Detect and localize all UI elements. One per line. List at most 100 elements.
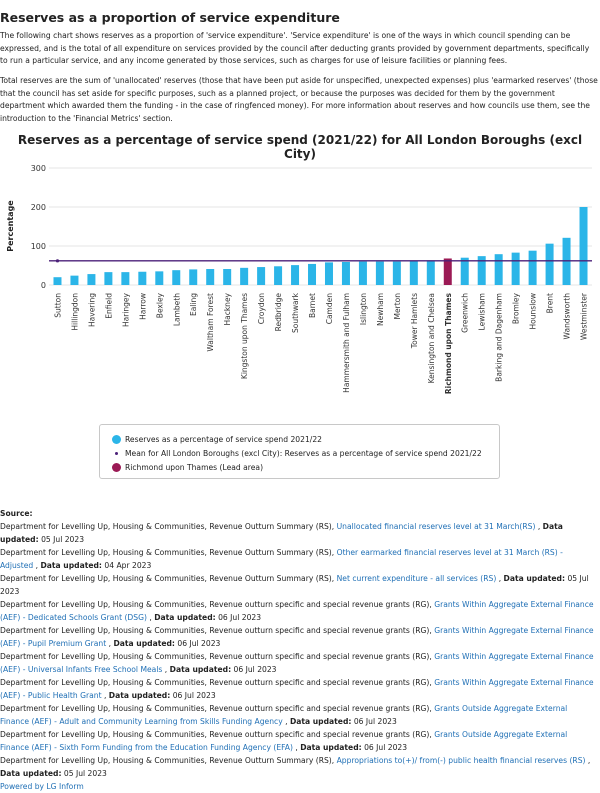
source-prefix: Department for Levelling Up, Housing & C… (0, 678, 435, 687)
bar[interactable] (104, 272, 113, 285)
source-link[interactable]: Net current expenditure - all services (… (336, 574, 497, 583)
bar[interactable] (392, 261, 401, 285)
bar[interactable] (70, 275, 79, 285)
bar[interactable] (494, 254, 503, 285)
source-separator: , (101, 691, 109, 700)
bar[interactable] (223, 269, 232, 285)
powered-by-link[interactable]: Powered by LG Inform (0, 782, 84, 791)
x-category-label: Haringey (121, 292, 130, 327)
source-link[interactable]: Grants Within Aggregate External Finance… (0, 626, 594, 648)
source-link[interactable]: Unallocated financial reserves level at … (336, 522, 536, 531)
bar[interactable] (206, 269, 215, 285)
x-category-label: Havering (87, 293, 96, 327)
x-category-label: Barnet (308, 293, 317, 318)
source-separator: , (106, 639, 114, 648)
source-updated-label: Data updated: (289, 717, 352, 726)
x-category-label: Greenwich (461, 293, 470, 333)
source-separator: , (496, 574, 504, 583)
source-item: Department for Levelling Up, Housing & C… (0, 650, 598, 676)
bar[interactable] (121, 272, 130, 285)
source-link[interactable]: Grants Within Aggregate External Finance… (0, 600, 594, 622)
legend-item-series[interactable]: Reserves as a percentage of service spen… (109, 432, 499, 446)
legend-item-mean[interactable]: Mean for All London Boroughs (excl City)… (109, 446, 499, 460)
bar[interactable] (358, 261, 367, 285)
source-item: Department for Levelling Up, Housing & C… (0, 624, 598, 650)
section-title: Reserves as a proportion of service expe… (0, 10, 340, 25)
legend-series-label: Reserves as a percentage of service spen… (125, 434, 323, 444)
x-category-label: Islington (359, 293, 368, 325)
source-separator: , (282, 717, 290, 726)
source-link[interactable]: Grants Within Aggregate External Finance… (0, 678, 594, 700)
source-separator: , (535, 522, 543, 531)
x-category-label: Camden (325, 293, 334, 325)
lead-area-dot-icon (109, 462, 123, 472)
mean-marker (55, 259, 60, 263)
x-category-label: Sutton (53, 293, 62, 318)
source-separator: , (146, 613, 155, 622)
source-link[interactable]: Grants Outside Aggregate External Financ… (0, 730, 568, 752)
bar[interactable] (53, 277, 62, 285)
chart-title: Reserves as a percentage of service spen… (17, 133, 583, 161)
bar[interactable] (291, 265, 300, 285)
x-category-label: Wandsworth (563, 293, 572, 340)
source-item: Department for Levelling Up, Housing & C… (0, 754, 598, 780)
y-axis-label: Percentage (6, 200, 15, 252)
source-prefix: Department for Levelling Up, Housing & C… (0, 574, 337, 583)
source-updated-date: 06 Jul 2023 (170, 691, 216, 700)
x-category-label: Lambeth (172, 293, 181, 326)
x-category-label: Kensington and Chelsea (427, 293, 436, 383)
y-tick-label: 100 (31, 242, 46, 251)
bar[interactable] (477, 256, 486, 285)
bar-lead-area[interactable] (443, 258, 452, 285)
x-axis-category-labels: Sutton Hillingdon Havering Enfield Haringey H… (53, 292, 588, 394)
source-updated-label: Data updated: (503, 574, 566, 583)
bar[interactable] (460, 257, 469, 285)
bar[interactable] (87, 274, 96, 285)
sources-section: Source: Department for Levelling Up, Hou… (0, 507, 598, 793)
source-link[interactable]: Grants Outside Aggregate External Financ… (0, 704, 568, 726)
bar[interactable] (341, 261, 350, 285)
bar[interactable] (375, 261, 384, 285)
sources-heading: Source: (0, 509, 33, 518)
bar[interactable] (324, 262, 333, 285)
x-category-label: Bexley (155, 292, 164, 318)
bar[interactable] (426, 260, 435, 285)
source-separator: , (292, 743, 301, 752)
source-updated-date: 06 Jul 2023 (174, 639, 221, 648)
source-link[interactable]: Appropriations to(+)/ from(-) public hea… (336, 756, 586, 765)
x-category-label: Harrow (138, 293, 147, 320)
source-updated-label: Data updated: (0, 769, 62, 778)
source-item: Department for Levelling Up, Housing & C… (0, 572, 598, 598)
bar[interactable] (579, 207, 588, 285)
source-prefix: Department for Levelling Up, Housing & C… (0, 626, 435, 635)
x-category-label: Enfield (104, 293, 113, 319)
source-link[interactable]: Other earmarked financial reserves level… (0, 548, 563, 570)
source-prefix: Department for Levelling Up, Housing & C… (0, 522, 337, 531)
bar[interactable] (545, 243, 554, 285)
intro-paragraph-service-expenditure: The following chart shows reserves as a … (0, 31, 590, 66)
x-category-label: Kingston upon Thames (240, 293, 249, 379)
source-updated-date: 05 Jul 2023 (38, 535, 85, 544)
source-prefix: Department for Levelling Up, Housing & C… (0, 548, 337, 557)
legend-mean-label: Mean for All London Boroughs (excl City)… (125, 448, 482, 458)
bar[interactable] (308, 263, 317, 285)
series-dot-icon (109, 434, 123, 444)
source-updated-label: Data updated: (40, 561, 102, 570)
bar[interactable] (189, 269, 198, 285)
bar[interactable] (172, 270, 181, 285)
bar[interactable] (240, 267, 249, 285)
source-separator: , (33, 561, 41, 570)
y-tick-label: 0 (41, 281, 46, 290)
bar[interactable] (138, 271, 147, 285)
legend-item-lead-area[interactable]: Richmond upon Thames (Lead area) (109, 460, 499, 474)
mean-dot-icon (109, 451, 123, 455)
bar[interactable] (409, 260, 418, 285)
bar[interactable] (511, 252, 520, 285)
bar[interactable] (257, 267, 266, 285)
bar[interactable] (155, 271, 164, 285)
y-axis-ticks: 0 100 200 300 (31, 164, 46, 290)
bar[interactable] (528, 250, 537, 285)
source-updated-label: Data updated: (300, 743, 362, 752)
bar[interactable] (274, 266, 283, 285)
source-link[interactable]: Grants Within Aggregate External Finance… (0, 652, 594, 674)
